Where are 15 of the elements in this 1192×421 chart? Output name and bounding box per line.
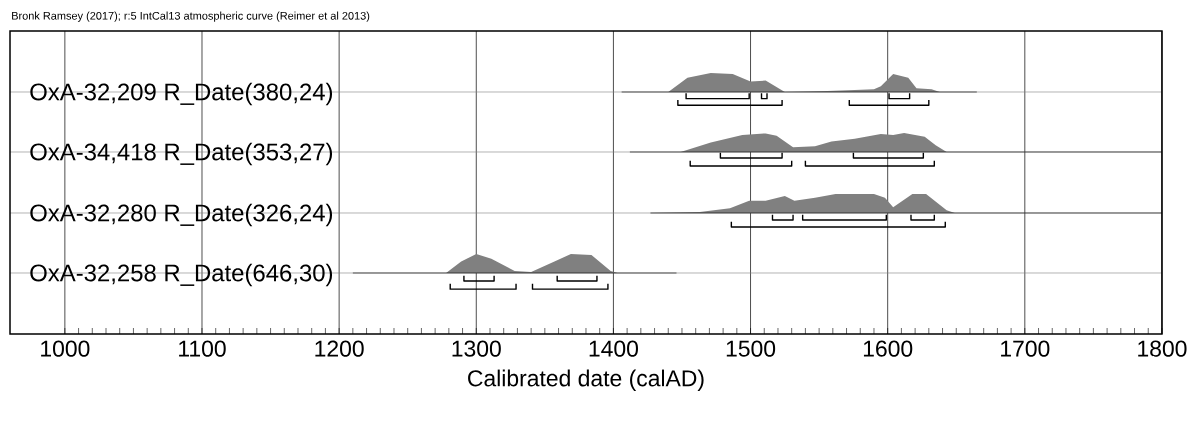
legend-label: OxA-32,280 R_Date(326,24) xyxy=(30,203,333,227)
x-tick-label: 1200 xyxy=(315,340,364,357)
x-tick-label: 1100 xyxy=(179,340,226,357)
x-axis-title: Calibrated date (calAD) xyxy=(468,369,704,391)
x-tick-label: 1800 xyxy=(1138,340,1187,357)
x-tick-label: 1700 xyxy=(1001,340,1050,357)
text: OxA-32,209 R_Date(380,24) xyxy=(30,82,333,106)
legend-label: OxA-34,418 R_Date(353,27) xyxy=(30,142,333,166)
x-tick-label: 1000 xyxy=(41,340,90,357)
series-label: OxA-32,258 R_Date(646,30) xyxy=(30,263,333,287)
x-tick-label: 1300 xyxy=(452,340,501,357)
x-tick-label: 1600 xyxy=(863,340,913,357)
chart-title: Bronk Ramsey (2017); r:5 IntCal13 atmospheric curve (Reimer et al 2013) xyxy=(12,11,370,22)
x-tick-label: 1500 xyxy=(726,340,776,357)
x-tick-label: 1400 xyxy=(589,340,638,357)
